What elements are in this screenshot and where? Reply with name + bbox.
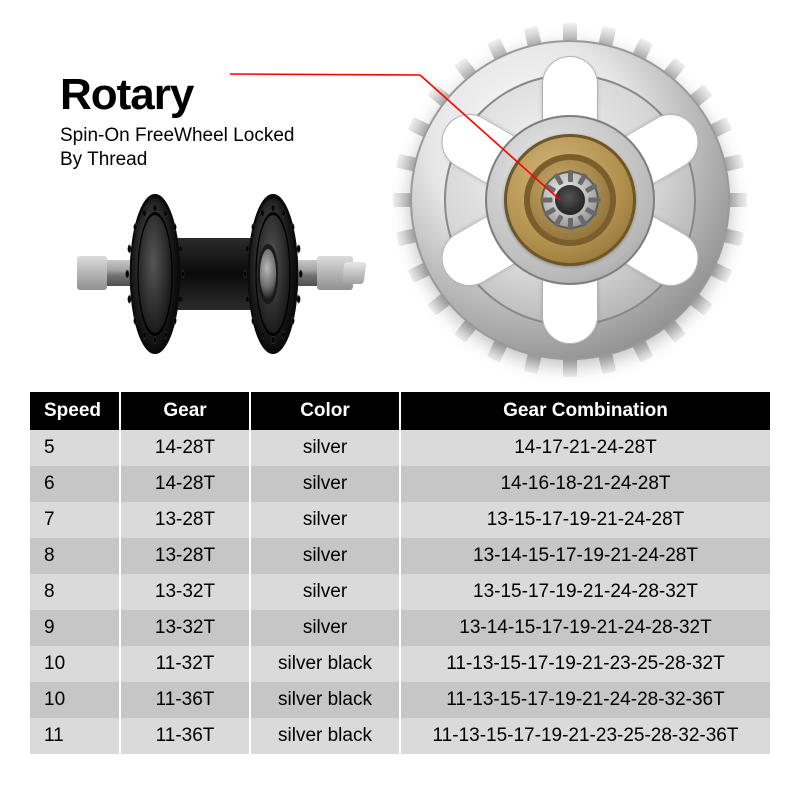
spec-table-wrap: Speed Gear Color Gear Combination 514-28…	[30, 392, 770, 754]
spec-table: Speed Gear Color Gear Combination 514-28…	[30, 392, 770, 754]
spec-table-head: Speed Gear Color Gear Combination	[30, 392, 770, 430]
cell-speed: 10	[30, 646, 120, 682]
col-header-color: Color	[250, 392, 400, 430]
gear-center-stack	[480, 110, 660, 290]
cell-combo: 14-17-21-24-28T	[400, 430, 770, 466]
cell-speed: 8	[30, 574, 120, 610]
hub-flange-left	[130, 194, 180, 354]
title-block: Rotary Spin-On FreeWheel Locked By Threa…	[60, 70, 294, 172]
table-row: 1111-36Tsilver black11-13-15-17-19-21-23…	[30, 718, 770, 754]
table-row: 614-28Tsilver14-16-18-21-24-28T	[30, 466, 770, 502]
cell-color: silver	[250, 610, 400, 646]
cell-gear: 14-28T	[120, 466, 250, 502]
cell-combo: 13-14-15-17-19-21-24-28T	[400, 538, 770, 574]
table-row: 813-28Tsilver13-14-15-17-19-21-24-28T	[30, 538, 770, 574]
cell-color: silver black	[250, 718, 400, 754]
center-bore	[555, 185, 585, 215]
hub-locknut	[341, 262, 366, 284]
hub-axle-end-left	[77, 256, 107, 290]
col-header-gear: Gear	[120, 392, 250, 430]
cell-color: silver	[250, 430, 400, 466]
cell-gear: 11-32T	[120, 646, 250, 682]
table-row: 913-32Tsilver13-14-15-17-19-21-24-28-32T	[30, 610, 770, 646]
table-row: 813-32Tsilver13-15-17-19-21-24-28-32T	[30, 574, 770, 610]
product-subtitle: Spin-On FreeWheel Locked By Thread	[60, 124, 294, 172]
subtitle-line-1: Spin-On FreeWheel Locked	[60, 125, 294, 146]
table-row: 713-28Tsilver13-15-17-19-21-24-28T	[30, 502, 770, 538]
cell-combo: 14-16-18-21-24-28T	[400, 466, 770, 502]
cell-color: silver black	[250, 682, 400, 718]
cell-color: silver	[250, 538, 400, 574]
product-title: Rotary	[60, 70, 294, 120]
cell-speed: 8	[30, 538, 120, 574]
cell-combo: 11-13-15-17-19-21-23-25-28-32T	[400, 646, 770, 682]
cell-speed: 6	[30, 466, 120, 502]
cell-combo: 13-14-15-17-19-21-24-28-32T	[400, 610, 770, 646]
cell-combo: 11-13-15-17-19-21-24-28-32-36T	[400, 682, 770, 718]
cell-color: silver	[250, 574, 400, 610]
subtitle-line-2: By Thread	[60, 149, 147, 170]
cell-speed: 10	[30, 682, 120, 718]
hero-section: Rotary Spin-On FreeWheel Locked By Threa…	[0, 0, 800, 380]
cell-color: silver	[250, 466, 400, 502]
spec-table-body: 514-28Tsilver14-17-21-24-28T614-28Tsilve…	[30, 430, 770, 754]
col-header-combo: Gear Combination	[400, 392, 770, 430]
cell-color: silver	[250, 502, 400, 538]
cell-gear: 13-28T	[120, 502, 250, 538]
table-row: 1011-36Tsilver black11-13-15-17-19-21-24…	[30, 682, 770, 718]
hub-bearing	[258, 244, 279, 304]
cell-color: silver black	[250, 646, 400, 682]
col-header-speed: Speed	[30, 392, 120, 430]
table-row: 1011-32Tsilver black11-13-15-17-19-21-23…	[30, 646, 770, 682]
cell-gear: 14-28T	[120, 430, 250, 466]
cell-gear: 13-32T	[120, 610, 250, 646]
cell-gear: 13-28T	[120, 538, 250, 574]
freewheel-illustration	[400, 30, 740, 370]
hub-illustration	[85, 190, 345, 360]
cell-combo: 13-15-17-19-21-24-28-32T	[400, 574, 770, 610]
cell-gear: 13-32T	[120, 574, 250, 610]
cell-gear: 11-36T	[120, 682, 250, 718]
cell-speed: 5	[30, 430, 120, 466]
cell-combo: 13-15-17-19-21-24-28T	[400, 502, 770, 538]
cell-gear: 11-36T	[120, 718, 250, 754]
cell-combo: 11-13-15-17-19-21-23-25-28-32-36T	[400, 718, 770, 754]
cell-speed: 7	[30, 502, 120, 538]
cell-speed: 9	[30, 610, 120, 646]
table-row: 514-28Tsilver14-17-21-24-28T	[30, 430, 770, 466]
cell-speed: 11	[30, 718, 120, 754]
